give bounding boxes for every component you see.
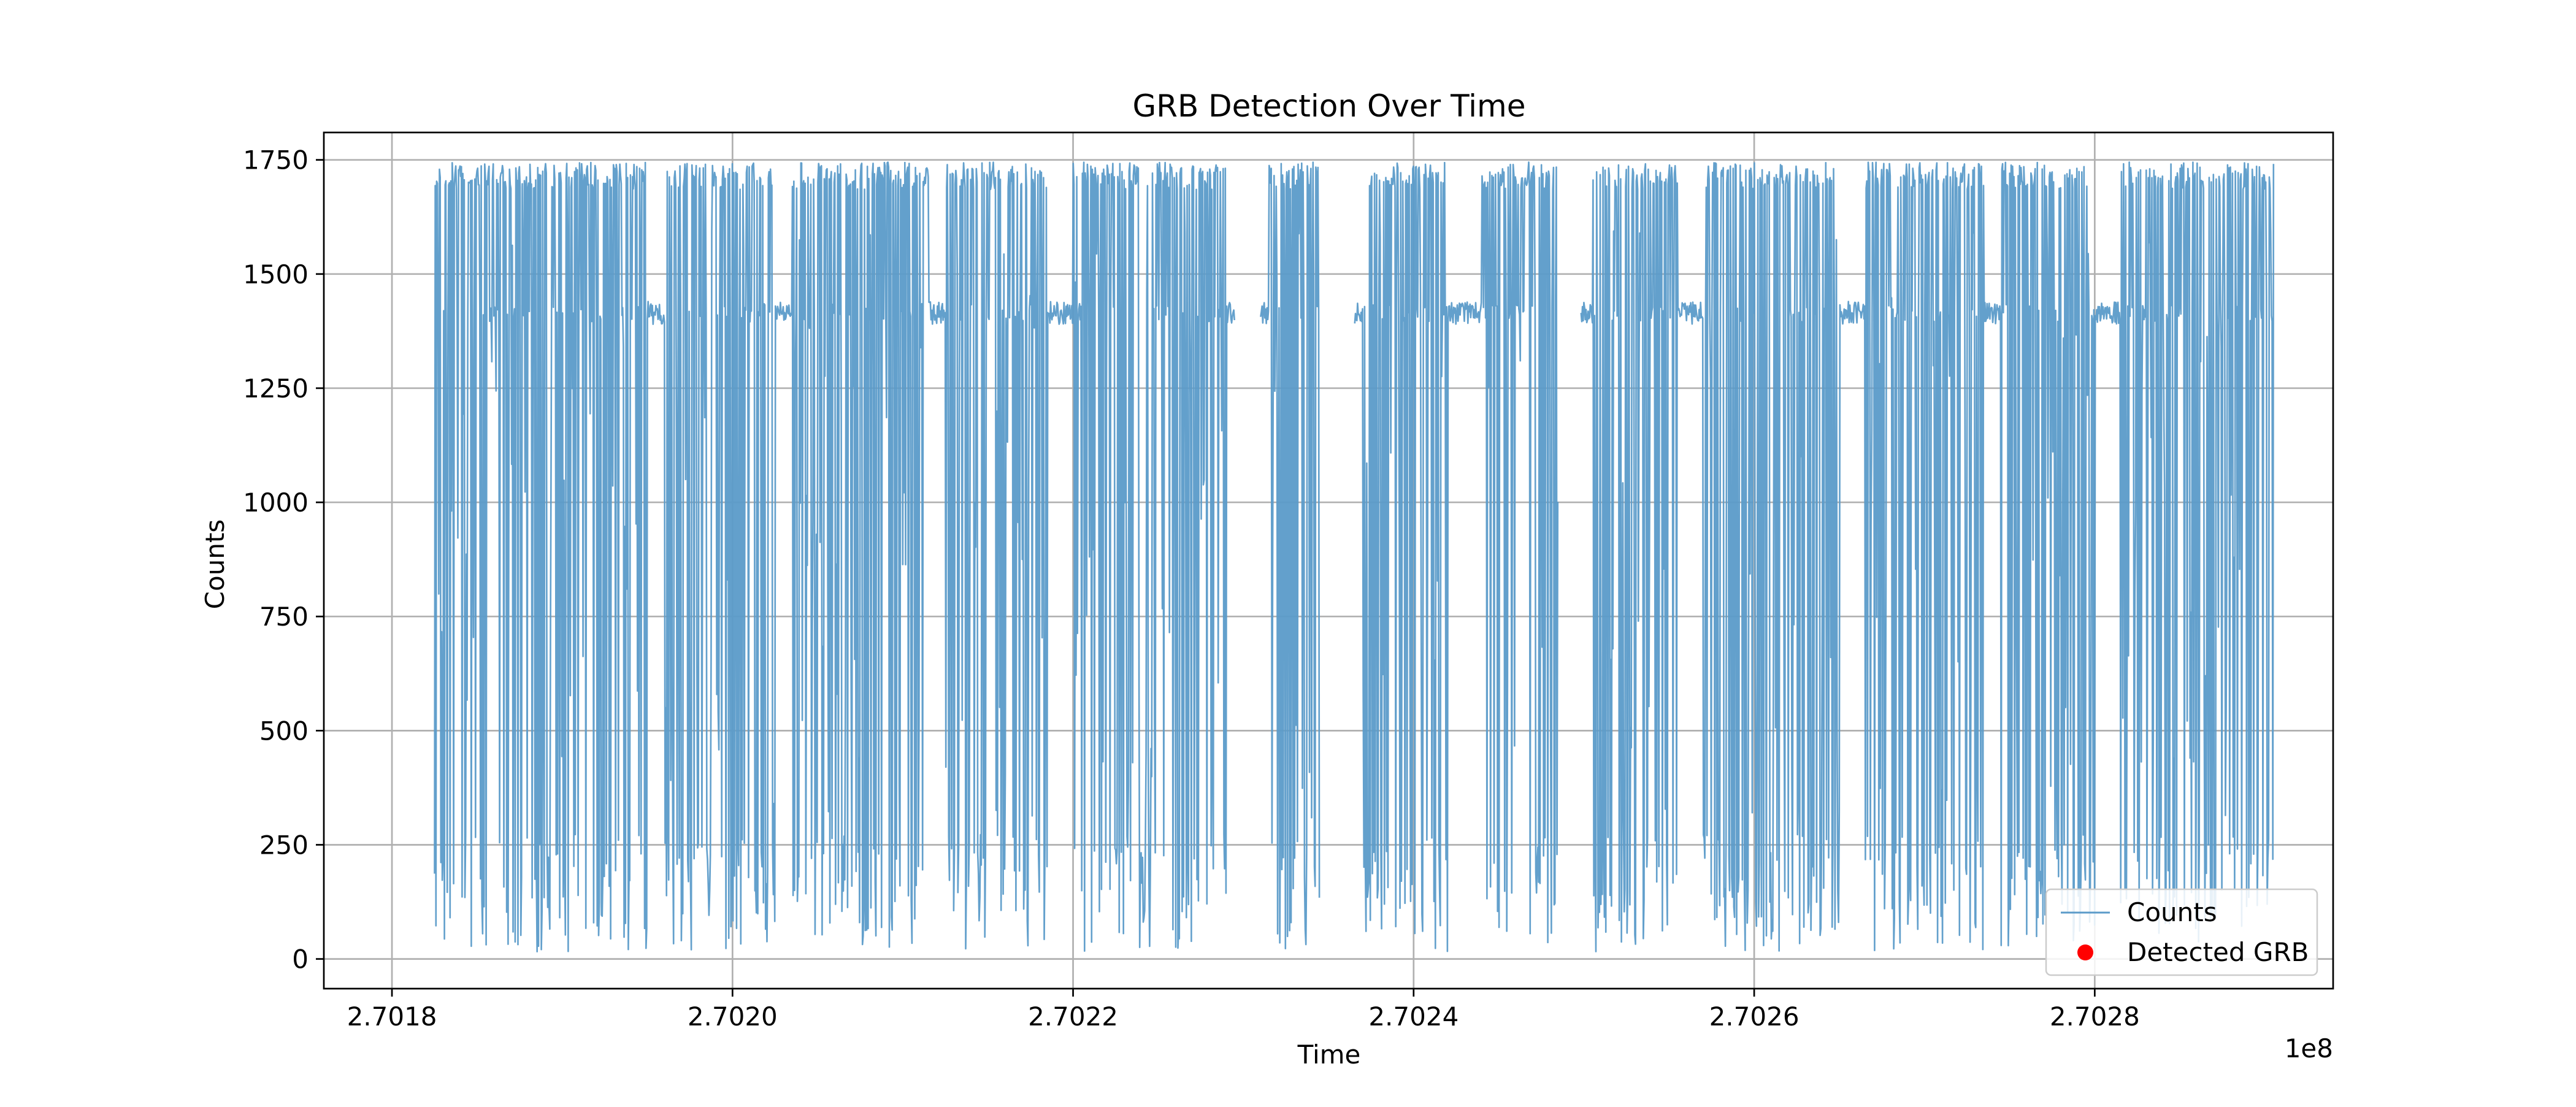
y-tick-label: 750 bbox=[259, 602, 309, 632]
y-tick-label: 1250 bbox=[243, 373, 309, 404]
legend-box bbox=[2045, 888, 2318, 976]
axes-frame bbox=[323, 131, 2334, 990]
y-tick-label: 1750 bbox=[243, 145, 309, 175]
y-tick-label: 1000 bbox=[243, 488, 309, 518]
x-tick-label: 2.7026 bbox=[1709, 1002, 1800, 1032]
x-tick-label: 2.7024 bbox=[1368, 1002, 1459, 1032]
x-axis-label: Time bbox=[1297, 1040, 1361, 1070]
y-tick-label: 1500 bbox=[243, 259, 309, 289]
y-axis-label: Counts bbox=[200, 519, 230, 610]
y-tick-label: 0 bbox=[292, 944, 309, 975]
x-tick-label: 2.7028 bbox=[2050, 1002, 2140, 1032]
legend-label-counts: Counts bbox=[2127, 897, 2217, 927]
y-tick-label: 250 bbox=[259, 830, 309, 860]
plot-area bbox=[434, 161, 2275, 952]
chart-title: GRB Detection Over Time bbox=[1133, 88, 1526, 124]
y-tick-label: 500 bbox=[259, 716, 309, 746]
x-tick-label: 2.7022 bbox=[1028, 1002, 1118, 1032]
x-axis-offset-label: 1e8 bbox=[2285, 1033, 2333, 1063]
counts-series-line bbox=[434, 161, 2275, 952]
axis-ticks: 2.7018 2.7020 2.7022 2.7024 2.7026 2.7028 0 250… bbox=[243, 145, 2140, 1032]
legend-marker-swatch bbox=[2077, 944, 2093, 960]
x-tick-label: 2.7018 bbox=[347, 1002, 437, 1032]
legend-label-detected-grb: Detected GRB bbox=[2127, 937, 2309, 967]
x-tick-label: 2.7020 bbox=[688, 1002, 778, 1032]
legend: Counts Detected GRB bbox=[2045, 888, 2318, 976]
